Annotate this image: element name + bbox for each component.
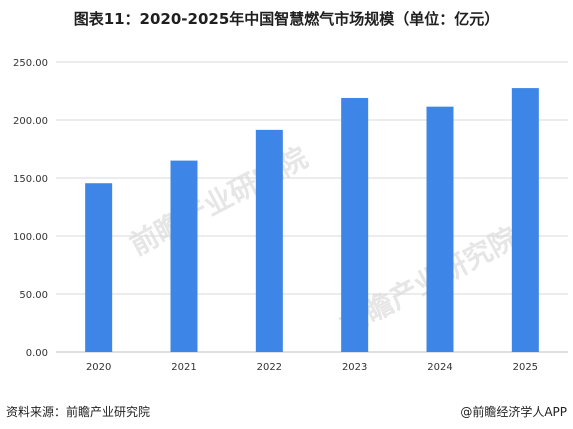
bar-2025 xyxy=(511,88,539,352)
x-tick-label: 2021 xyxy=(171,362,196,373)
bar-2023 xyxy=(341,97,369,353)
bar-2022 xyxy=(255,129,283,352)
credit-note: @前瞻经济学人APP xyxy=(460,405,567,419)
y-tick-label: 0.00 xyxy=(26,348,48,359)
y-tick-label: 100.00 xyxy=(13,232,48,243)
x-tick-label: 2024 xyxy=(427,362,452,373)
bar-2021 xyxy=(170,160,198,352)
bars xyxy=(85,88,539,353)
y-tick-label: 50.00 xyxy=(19,290,48,301)
x-tick-label: 2023 xyxy=(342,362,367,373)
y-tick-label: 200.00 xyxy=(13,116,48,127)
y-tick-label: 150.00 xyxy=(13,174,48,185)
gridlines xyxy=(56,61,568,353)
x-tick-label: 2025 xyxy=(513,362,538,373)
y-axis-ticks: 0.00 50.00 100.00 150.00 200.00 250.00 xyxy=(13,58,48,359)
bar-2024 xyxy=(426,106,454,352)
chart-title: 图表11：2020-2025年中国智慧燃气市场规模（单位：亿元） xyxy=(73,10,500,28)
x-axis-ticks: 2020 2021 2022 2023 2024 2025 xyxy=(86,362,538,373)
y-tick-label: 250.00 xyxy=(13,58,48,69)
x-tick-label: 2022 xyxy=(257,362,282,373)
x-tick-label: 2020 xyxy=(86,362,111,373)
source-note: 资料来源：前瞻产业研究院 xyxy=(6,405,151,419)
bar-2020 xyxy=(85,183,113,352)
